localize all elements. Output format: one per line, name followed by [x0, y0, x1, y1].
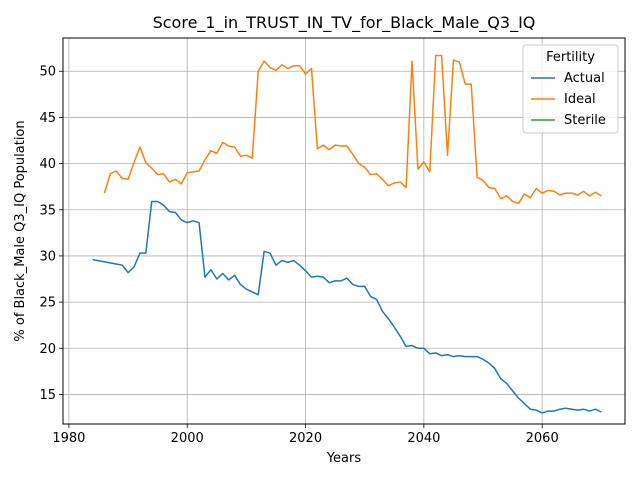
- x-axis-label: Years: [326, 451, 362, 466]
- y-tick-label: 40: [39, 157, 56, 172]
- legend-label-actual: Actual: [564, 71, 605, 86]
- y-axis-label: % of Black_Male Q3_IQ Population: [13, 120, 28, 341]
- y-tick-label: 30: [39, 249, 56, 264]
- y-tick-label: 25: [39, 296, 56, 311]
- x-tick-label: 2040: [407, 431, 440, 446]
- x-tick-label: 2060: [526, 431, 559, 446]
- y-tick-label: 35: [39, 203, 56, 218]
- y-tick-label: 45: [39, 111, 56, 126]
- y-tick-label: 50: [39, 65, 56, 80]
- y-tick-label: 15: [39, 388, 56, 403]
- x-tick-label: 2020: [289, 431, 322, 446]
- y-tick-label: 20: [39, 342, 56, 357]
- legend: Fertility Actual Ideal Sterile: [523, 45, 618, 133]
- legend-title: Fertility: [546, 50, 595, 65]
- x-tick-label: 2000: [171, 431, 204, 446]
- chart-title: Score_1_in_TRUST_IN_TV_for_Black_Male_Q3…: [153, 13, 536, 33]
- legend-label-ideal: Ideal: [564, 92, 596, 107]
- x-tick-label: 1980: [52, 431, 85, 446]
- legend-label-sterile: Sterile: [564, 113, 606, 128]
